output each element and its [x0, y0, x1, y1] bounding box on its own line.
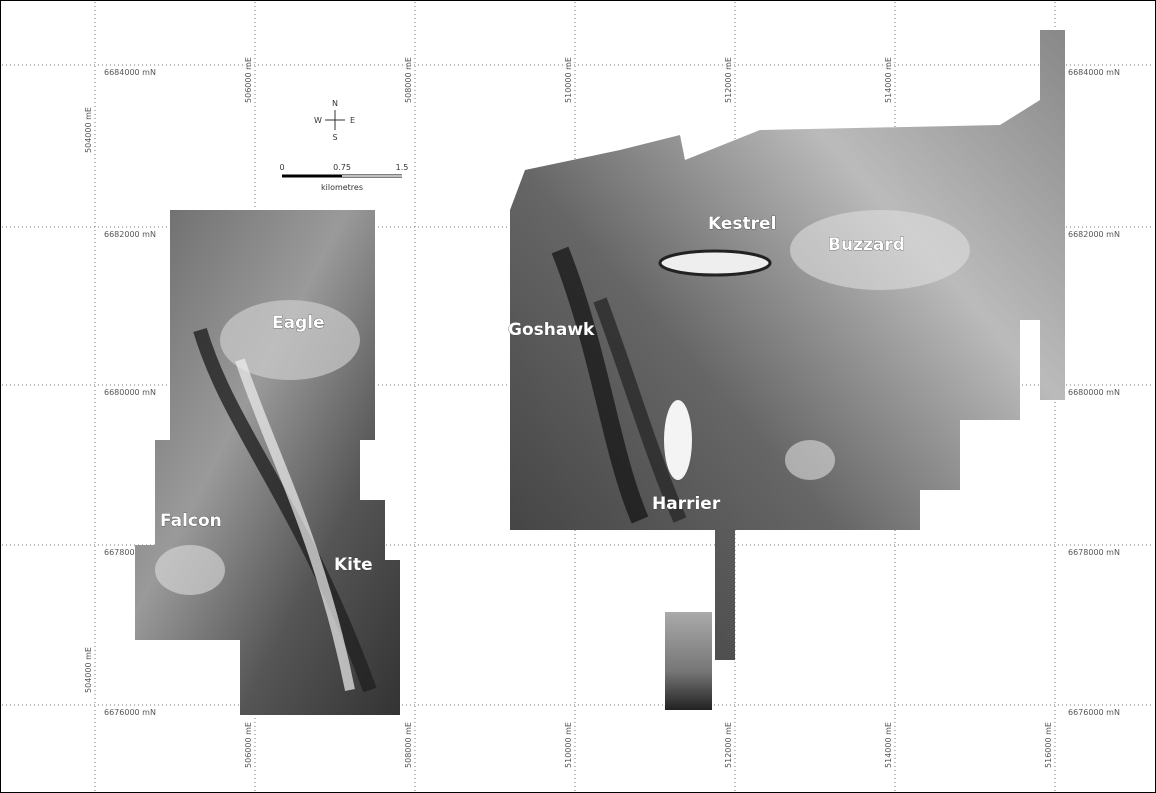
easting-label: 510000 mE: [564, 722, 573, 768]
easting-label: 512000 mE: [724, 57, 733, 103]
easting-label: 508000 mE: [404, 57, 413, 103]
scale-label: 0: [279, 163, 284, 172]
northing-label: 6682000 mN: [1068, 230, 1120, 239]
easting-label: 512000 mE: [724, 722, 733, 768]
feature-label: Buzzard: [828, 235, 905, 255]
northing-label: 6680000 mN: [104, 388, 156, 397]
easting-label: 506000 mE: [244, 722, 253, 768]
northing-label: 6684000 mN: [1068, 68, 1120, 77]
map: 6684000 mN 6684000 mN 6682000 mN 6682000 mN…: [0, 0, 1156, 793]
northing-label: 6678000 mN: [1068, 548, 1120, 557]
feature-label: Goshawk: [508, 320, 595, 340]
northing-label: 6684000 mN: [104, 68, 156, 77]
compass-s: S: [332, 133, 337, 142]
feature-label: Falcon: [160, 511, 222, 531]
northing-label: 6676000 mN: [104, 708, 156, 717]
easting-label: 516000 mE: [1044, 722, 1053, 768]
northing-label: 6676000 mN: [1068, 708, 1120, 717]
scale-label: 0.75: [333, 163, 351, 172]
feature-label: Eagle: [272, 313, 325, 333]
easting-label: 504000 mE: [84, 107, 93, 153]
feature-label: Harrier: [652, 494, 721, 514]
feature-label: Kestrel: [708, 214, 776, 234]
easting-label: 504000 mE: [84, 647, 93, 693]
scale-unit: kilometres: [321, 183, 363, 192]
easting-label: 508000 mE: [404, 722, 413, 768]
northing-label: 6680000 mN: [1068, 388, 1120, 397]
easting-label: 510000 mE: [564, 57, 573, 103]
easting-label: 514000 mE: [884, 722, 893, 768]
easting-label: 506000 mE: [244, 57, 253, 103]
compass-n: N: [332, 99, 338, 108]
scale-label: 1.5: [396, 163, 409, 172]
feature-label: Kite: [334, 555, 373, 575]
easting-label: 514000 mE: [884, 57, 893, 103]
northing-label: 6682000 mN: [104, 230, 156, 239]
compass-w: W: [314, 116, 322, 125]
compass-e: E: [350, 116, 355, 125]
